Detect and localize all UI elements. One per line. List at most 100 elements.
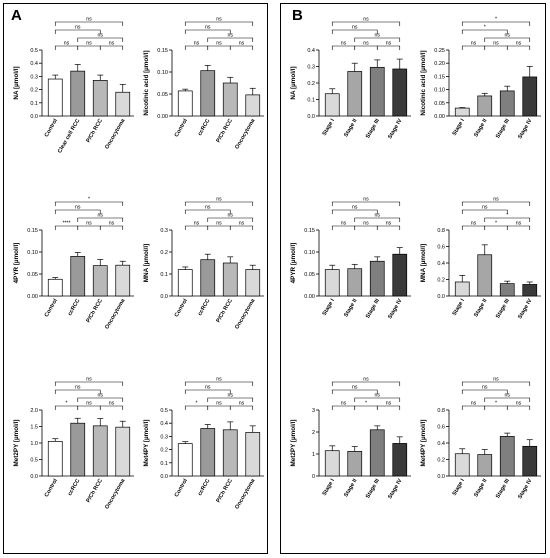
bracket-line — [54, 405, 79, 410]
significance-bracket: * — [54, 197, 124, 206]
bracket-line — [77, 217, 124, 222]
bar — [222, 82, 238, 117]
x-tick-label: Oncocytoma — [234, 477, 257, 510]
x-tick-label: Stage II — [343, 298, 358, 319]
bar — [92, 265, 108, 297]
bracket-label: ns — [216, 377, 222, 383]
significance-bracket: ns — [99, 401, 124, 410]
bracket-line — [77, 397, 124, 402]
significance-bracket: ns — [229, 401, 254, 410]
significance-bracket: ns — [484, 33, 531, 42]
bracket-line — [54, 209, 101, 214]
bracket-line — [331, 21, 401, 26]
y-axis-label: Met4PY [µmol/l] — [420, 420, 427, 467]
chart-b-met4py: Met4PY [µmol/l] 0.0 0.2 0.4 0.6 0.8 Stage I Sta… — [420, 377, 541, 500]
bracket-label: ns — [363, 377, 369, 383]
bracket-label: ns — [375, 393, 381, 399]
bracket-label: ns — [363, 17, 369, 23]
bar — [200, 259, 216, 297]
chart-b-na: NA [µmol/l] 0.0 0.1 0.2 0.3 0.4 Stage I Stage I… — [290, 17, 411, 140]
bracket-label: ns — [228, 393, 234, 399]
y-axis-label: MNA [µmol/l] — [143, 244, 150, 282]
x-tick-label: Stage III — [365, 298, 381, 320]
y-tick-label: 0.2 — [437, 278, 445, 284]
bar — [347, 268, 363, 297]
y-tick-label: 0.0 — [437, 294, 445, 300]
y-tick-label: 0.1 — [30, 101, 38, 107]
bracket-label: ns — [239, 401, 245, 407]
bracket-label: ns — [482, 385, 488, 391]
y-tick-label: 0.10 — [157, 70, 168, 76]
significance-bracket: ns — [54, 385, 101, 394]
bar — [177, 90, 193, 117]
significance-bracket: ns — [77, 33, 124, 42]
bar — [477, 454, 493, 477]
x-tick-label: Oncocytoma — [104, 117, 127, 150]
chart-a-mna: MNA [µmol/l] 0.0 0.1 0.2 0.3 Control ccRCC P/Ch… — [143, 197, 264, 330]
bracket-label: ns — [239, 221, 245, 227]
bracket-label: ns — [86, 41, 92, 47]
bracket-label: ns — [482, 205, 488, 211]
y-tick-label: 0.10 — [304, 250, 315, 256]
bracket-label: ns — [64, 41, 70, 47]
y-tick-label: 0.3 — [160, 434, 168, 440]
y-tick-label: 0.4 — [30, 61, 38, 67]
significance-bracket: ns — [77, 221, 101, 230]
bracket-line — [354, 217, 401, 222]
x-tick-label: P/Ch RCC — [216, 478, 234, 504]
bracket-line — [99, 405, 124, 410]
bracket-label: ns — [516, 221, 522, 227]
bracket-label: ns — [363, 221, 369, 227]
bracket-line — [461, 201, 531, 206]
significance-bracket: ns — [376, 401, 401, 410]
significance-bracket: ns — [77, 41, 101, 50]
bracket-label: ns — [228, 213, 234, 219]
y-tick-label: 0.0 — [160, 294, 168, 300]
y-axis-label: 4PYR [µmol/l] — [290, 243, 297, 284]
bar — [522, 284, 538, 297]
significance-bracket: ns — [54, 17, 124, 26]
y-axis-label: 4PYR [µmol/l] — [13, 243, 20, 284]
significance-bracket: ns — [354, 213, 401, 222]
bar — [70, 256, 86, 297]
x-tick-label: Stage II — [473, 118, 488, 139]
bracket-label: ns — [228, 33, 234, 39]
significance-bracket: ns — [207, 221, 231, 230]
x-tick-label: Stage III — [495, 118, 511, 140]
bracket-line — [99, 45, 124, 50]
bracket-line — [506, 225, 531, 230]
x-tick-label: Oncocytoma — [234, 297, 257, 330]
significance-bracket: ns — [331, 221, 356, 230]
y-tick-label: 0.00 — [434, 114, 445, 120]
y-tick-label: 0.4 — [437, 261, 445, 267]
y-tick-label: 1.0 — [30, 441, 38, 447]
bar — [324, 450, 340, 477]
bracket-label: ns — [86, 17, 92, 23]
x-tick-label: Stage II — [473, 298, 488, 319]
bar — [392, 443, 408, 477]
x-tick-label: Oncocytoma — [104, 477, 127, 510]
significance-bracket: * — [484, 213, 531, 222]
y-tick-label: 0.2 — [160, 250, 168, 256]
y-axis-label: Met2PY [µmol/l] — [290, 420, 297, 467]
bar — [47, 78, 63, 117]
panel-b-label: B — [292, 7, 303, 24]
bracket-line — [484, 217, 531, 222]
y-tick-label: 0.0 — [30, 114, 38, 120]
bracket-line — [484, 45, 508, 50]
bracket-line — [54, 225, 79, 230]
bracket-label: ns — [493, 41, 499, 47]
significance-bracket: * — [484, 221, 508, 230]
y-tick-label: 0.0 — [30, 474, 38, 480]
y-tick-label: 0.15 — [434, 74, 445, 80]
y-tick-label: 0 — [312, 474, 315, 480]
significance-bracket: ns — [331, 205, 378, 214]
bar — [47, 278, 63, 297]
significance-bracket: ns — [207, 393, 254, 402]
bar — [92, 80, 108, 117]
bracket-line — [376, 405, 401, 410]
significance-bracket: ns — [331, 385, 378, 394]
x-tick-label: Stage I — [452, 478, 467, 497]
y-tick-label: 2 — [312, 430, 315, 436]
significance-bracket: ns — [506, 221, 531, 230]
